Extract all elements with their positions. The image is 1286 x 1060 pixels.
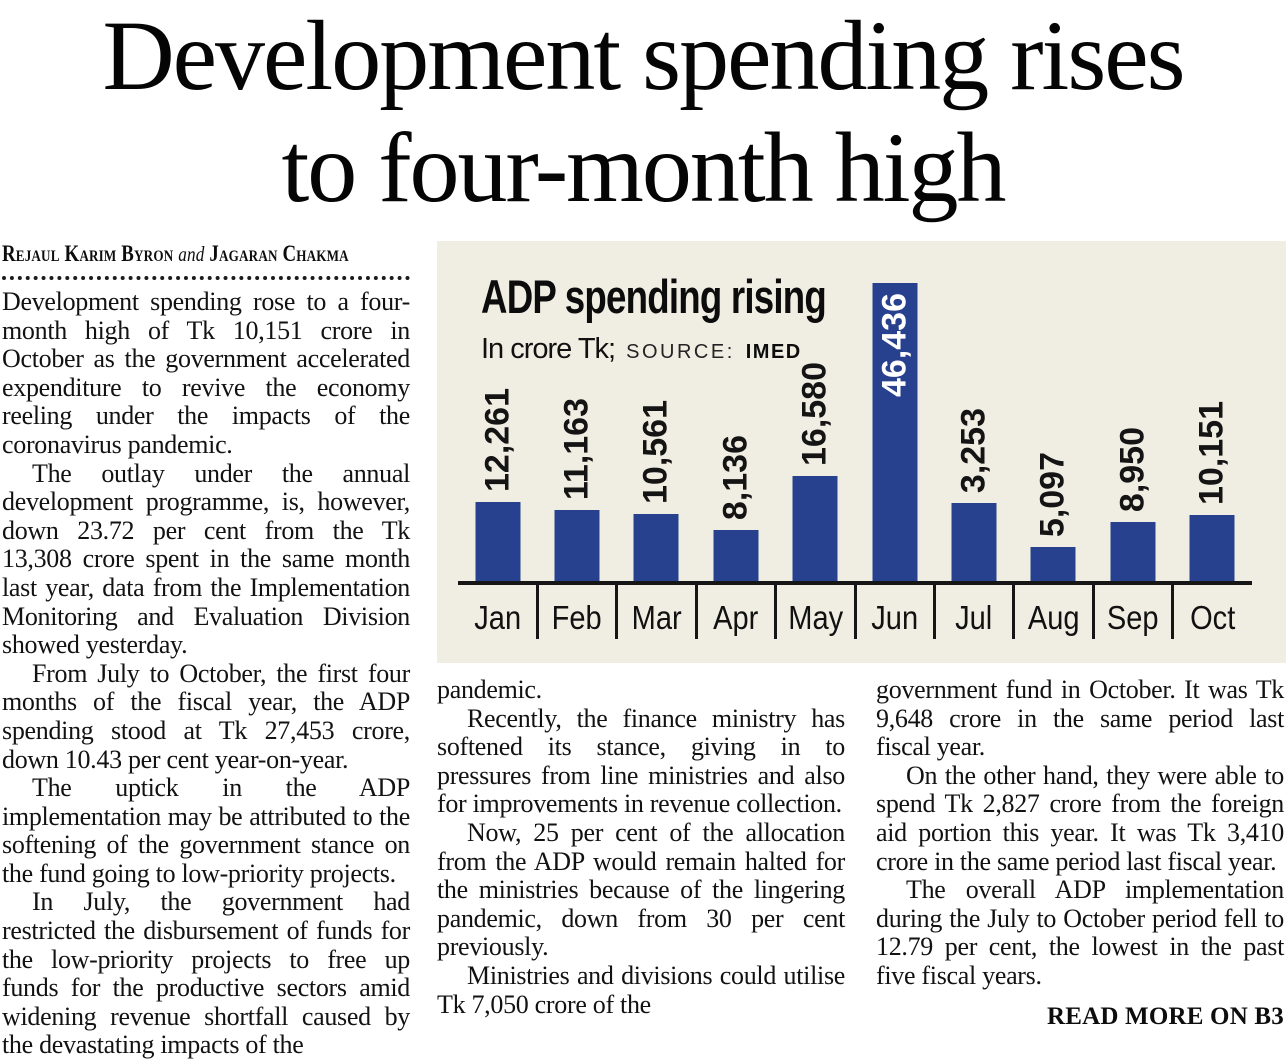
adp-spending-chart: ADP spending rising In crore Tk; SOURCE:… [437, 241, 1286, 663]
axis-tick [774, 581, 778, 639]
article-column-2: pandemic. Recently, the finance ministry … [437, 675, 845, 1019]
bar-value-label-mar: 10,561 [636, 400, 675, 504]
paragraph: Ministries and divisions could utilise T… [437, 960, 845, 1019]
byline-conjunction: and [178, 242, 205, 266]
axis-tick [1091, 581, 1095, 639]
paragraph: Recently, the finance ministry has softe… [437, 703, 845, 819]
headline: Development spending rises to four-month… [0, 0, 1286, 224]
axis-tick [694, 581, 698, 639]
bar-apr [713, 530, 759, 581]
article-column-1: Rejaul Karim Byron and Jagaran Chakma De… [2, 241, 410, 1060]
bar-value-label-sep: 8,950 [1113, 426, 1152, 512]
bar-may [792, 476, 838, 581]
column-1-paragraphs: Development spending rose to a four-mont… [2, 287, 410, 1060]
month-label-aug: Aug [1027, 599, 1080, 636]
axis-tick [1012, 581, 1016, 639]
column-3-paragraphs: government fund in October. It was Tk 9,… [876, 675, 1284, 991]
headline-line-2: to four-month high [281, 112, 1006, 223]
bar-value-label-oct: 10,151 [1192, 401, 1231, 505]
bar-value-label-aug: 5,097 [1033, 451, 1072, 537]
month-label-jun: Jun [871, 599, 919, 636]
bar-slot-jul: 3,253 Jul [934, 241, 1013, 636]
byline-author-2: Jagaran Chakma [209, 241, 349, 266]
month-label-sep: Sep [1107, 599, 1159, 636]
paragraph: Now, 25 per cent of the allocation from … [437, 817, 845, 962]
bar-slot-mar: 10,561 Mar [617, 241, 696, 636]
month-label-may: May [787, 599, 843, 636]
paragraph: Development spending rose to a four-mont… [2, 287, 410, 459]
paragraph: The outlay under the annual development … [2, 458, 410, 660]
bar-slot-oct: 10,151 Oct [1173, 241, 1252, 636]
month-label-oct: Oct [1189, 599, 1235, 636]
paragraph: The overall ADP implementation during th… [876, 875, 1284, 990]
bar-value-label-jul: 3,253 [954, 407, 993, 493]
byline-author-1: Rejaul Karim Byron [2, 241, 174, 266]
byline: Rejaul Karim Byron and Jagaran Chakma [2, 241, 412, 267]
bar-slot-feb: 11,163 Feb [537, 241, 616, 636]
bar-sep [1110, 522, 1156, 581]
month-label-mar: Mar [631, 599, 682, 636]
bar-value-label-may: 16,580 [795, 362, 834, 466]
axis-tick [853, 581, 857, 639]
paragraph: From July to October, the first four mon… [2, 658, 410, 774]
bar-oct [1189, 515, 1235, 581]
chart-source-label: SOURCE: [626, 341, 735, 363]
chart-plot-area: 12,261 Jan 11,163 Feb 10,561 Mar 8,136 Apr 16,58… [458, 241, 1252, 636]
paragraph: pandemic. [437, 675, 542, 704]
axis-tick [1171, 581, 1175, 639]
article-column-3: government fund in October. It was Tk 9,… [876, 675, 1284, 1031]
bar-value-label-jun: 46,436 [875, 293, 914, 397]
bar-aug [1030, 547, 1076, 581]
month-label-jul: Jul [955, 599, 993, 636]
read-more-note: READ MORE ON B3 [1046, 1002, 1284, 1030]
month-label-feb: Feb [552, 599, 603, 636]
bar-jun [872, 283, 918, 581]
bar-jul [951, 503, 997, 581]
bar-mar [633, 514, 679, 581]
paragraph: On the other hand, they were able to spe… [876, 760, 1284, 876]
month-label-apr: Apr [713, 599, 759, 636]
headline-line-1: Development spending rises [102, 0, 1185, 111]
bar-feb [554, 510, 600, 581]
paragraph: The uptick in the ADP implementation may… [2, 773, 410, 888]
bar-slot-jan: 12,261 Jan [458, 241, 537, 636]
bar-slot-may: 16,580 May [776, 241, 855, 636]
bar-value-label-apr: 8,136 [716, 434, 755, 520]
paragraph: government fund in October. It was Tk 9,… [876, 675, 1284, 762]
month-label-jan: Jan [474, 599, 522, 636]
axis-tick [535, 581, 539, 639]
axis-tick [932, 581, 936, 639]
chart-subtitle: In crore Tk; SOURCE: IMED [481, 333, 802, 366]
bar-slot-aug: 5,097 Aug [1014, 241, 1093, 636]
bar-value-label-jan: 12,261 [478, 388, 517, 492]
bar-slot-sep: 8,950 Sep [1093, 241, 1172, 636]
bar-slot-jun: 46,436 Jun [855, 241, 934, 636]
bar-value-label-feb: 11,163 [557, 397, 596, 500]
chart-unit-label: In crore Tk; [481, 333, 616, 365]
chart-title: ADP spending rising [481, 270, 827, 323]
paragraph: In July, the government had restricted t… [2, 887, 410, 1060]
bar-jan [475, 502, 521, 581]
axis-tick [615, 581, 619, 639]
byline-divider [2, 276, 410, 280]
chart-source-value: IMED [745, 341, 802, 363]
bar-slot-apr: 8,136 Apr [696, 241, 775, 636]
